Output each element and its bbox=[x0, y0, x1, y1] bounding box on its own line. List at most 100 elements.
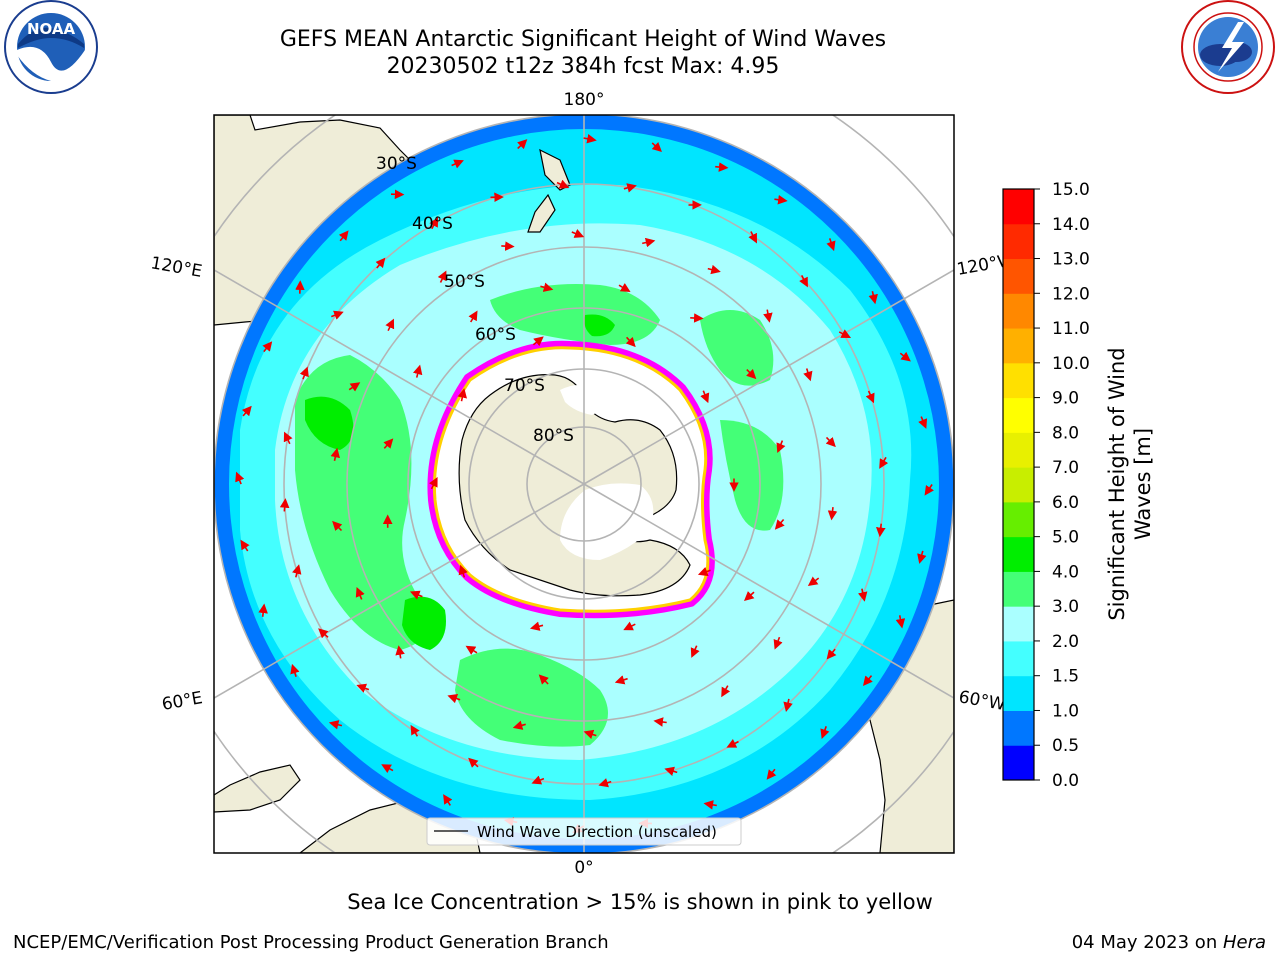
wave-direction-arrow bbox=[338, 230, 349, 242]
wave-direction-arrow bbox=[409, 590, 423, 600]
map-frame bbox=[213, 114, 955, 854]
lat-label-30s: 30°S bbox=[376, 154, 417, 174]
wave-direction-arrow bbox=[803, 368, 813, 382]
colorbar-tick-label: 4.0 bbox=[1052, 562, 1079, 582]
wave-direction-arrow bbox=[383, 438, 394, 449]
wave-direction-arrow bbox=[381, 764, 394, 774]
wave-direction-arrow bbox=[703, 800, 717, 810]
colorbar-block bbox=[1003, 189, 1034, 225]
colorbar-tick-label: 0.0 bbox=[1052, 771, 1079, 791]
map-area: Wind Wave Direction (unscaled) bbox=[214, 115, 954, 853]
wave-direction-arrow bbox=[457, 388, 467, 402]
wave-direction-arrow bbox=[690, 313, 704, 323]
colorbar-outline bbox=[1002, 188, 1035, 781]
colorbar-block bbox=[1003, 501, 1034, 538]
wave-direction-arrow bbox=[531, 775, 545, 785]
wave-direction-arrow bbox=[879, 456, 889, 469]
colorbar-block bbox=[1003, 223, 1034, 260]
wave-direction-arrow bbox=[532, 336, 544, 347]
wave-direction-arrow bbox=[700, 390, 710, 404]
wave-direction-arrow bbox=[746, 368, 757, 380]
lat-label-40s: 40°S bbox=[412, 214, 453, 234]
wave-direction-arrow bbox=[395, 645, 405, 659]
colorbar-block bbox=[1003, 571, 1034, 607]
credit-line: NCEP/EMC/Verification Post Processing Pr… bbox=[13, 932, 609, 953]
nws-logo bbox=[1181, 0, 1275, 94]
wave-direction-arrow bbox=[776, 440, 786, 454]
latitude-labels: 30°S 40°S 50°S 60°S 70°S 80°S bbox=[376, 154, 574, 446]
colorbar-block bbox=[1003, 362, 1034, 399]
wave-direction-arrow bbox=[410, 724, 420, 737]
legend-entry: Wind Wave Direction (unscaled) bbox=[477, 823, 717, 841]
meridians bbox=[214, 115, 954, 853]
wave-direction-arrow bbox=[744, 591, 755, 601]
wave-direction-arrow bbox=[468, 757, 479, 768]
wave-direction-arrow bbox=[292, 564, 302, 578]
colorbar-tick-label: 0.5 bbox=[1052, 736, 1079, 756]
colorbar-tick-label: 1.5 bbox=[1052, 667, 1079, 687]
wave-direction-arrow bbox=[356, 683, 370, 693]
wave-direction-arrow bbox=[827, 507, 838, 521]
wave-direction-arrow bbox=[235, 471, 245, 485]
wave-direction-arrow bbox=[355, 586, 365, 600]
wave-direction-arrow bbox=[241, 405, 252, 417]
wave-direction-arrow bbox=[899, 351, 911, 362]
wave-direction-arrow bbox=[571, 229, 585, 238]
colorbar-tick-label: 13.0 bbox=[1052, 250, 1090, 270]
wave-direction-arrow bbox=[826, 648, 837, 660]
colorbar-tick-label: 8.0 bbox=[1052, 423, 1079, 443]
colorbar-block bbox=[1003, 432, 1034, 468]
wave-direction-arrow bbox=[773, 636, 783, 650]
lat-label-50s: 50°S bbox=[444, 272, 485, 292]
colorbar-block bbox=[1003, 293, 1034, 329]
chart-title: GEFS MEAN Antarctic Significant Height o… bbox=[279, 27, 887, 52]
map-legend: Wind Wave Direction (unscaled) bbox=[426, 817, 742, 846]
wave-direction-arrow bbox=[413, 364, 423, 378]
colorbar-tick-label: 14.0 bbox=[1052, 215, 1090, 235]
colorbar-tick-label: 2.0 bbox=[1052, 632, 1079, 652]
colorbar-block bbox=[1003, 710, 1034, 746]
wave-direction-arrow bbox=[807, 576, 820, 587]
wave-direction-arrow bbox=[428, 476, 438, 490]
wave-direction-arrow bbox=[614, 675, 628, 685]
wave-direction-arrow bbox=[918, 416, 928, 429]
wave-direction-arrow bbox=[748, 231, 757, 244]
colorbar-tick-label: 12.0 bbox=[1052, 284, 1090, 304]
wave-direction-arrow bbox=[451, 159, 464, 169]
wave-direction-arrow bbox=[512, 720, 526, 730]
colorbar-tick-label: 3.0 bbox=[1052, 597, 1079, 617]
wave-direction-arrow bbox=[318, 628, 329, 639]
wind-wave-arrows bbox=[235, 134, 934, 834]
wave-direction-arrow bbox=[385, 318, 395, 332]
wave-direction-arrow bbox=[240, 539, 250, 552]
colorbar-tick-label: 1.0 bbox=[1052, 701, 1079, 721]
wave-direction-arrow bbox=[283, 431, 293, 445]
wave-direction-arrow bbox=[332, 520, 343, 532]
wave-direction-arrow bbox=[924, 484, 934, 496]
longitude-labels: 180° 0° 120°E 120°W 60°E 60°W bbox=[149, 90, 1016, 878]
wave-direction-arrow bbox=[583, 729, 597, 739]
wave-direction-arrow bbox=[857, 588, 868, 602]
wave-direction-arrow bbox=[625, 336, 636, 348]
wave-direction-arrow bbox=[895, 615, 906, 629]
wave-direction-arrow bbox=[468, 310, 478, 323]
wave-direction-arrow bbox=[697, 567, 711, 577]
colorbar-block bbox=[1003, 467, 1034, 503]
colorbar-block bbox=[1003, 640, 1034, 677]
wave-direction-arrow bbox=[826, 238, 836, 252]
wave-direction-arrow bbox=[375, 257, 386, 269]
wave-direction-arrow bbox=[279, 498, 290, 512]
wave-direction-arrow bbox=[774, 194, 788, 205]
wave-direction-arrow bbox=[458, 564, 468, 578]
lon-label-60e: 60°E bbox=[160, 688, 204, 715]
wave-direction-arrow bbox=[774, 518, 785, 530]
lat-label-80s: 80°S bbox=[533, 426, 574, 446]
wave-direction-arrow bbox=[598, 778, 612, 788]
wave-direction-arrow bbox=[763, 309, 773, 323]
wave-direction-arrow bbox=[783, 698, 793, 712]
colorbar-block bbox=[1003, 745, 1034, 781]
lon-label-60w: 60°W bbox=[957, 687, 1007, 715]
wave-direction-arrow bbox=[868, 291, 878, 305]
wave-direction-arrow bbox=[664, 766, 678, 776]
